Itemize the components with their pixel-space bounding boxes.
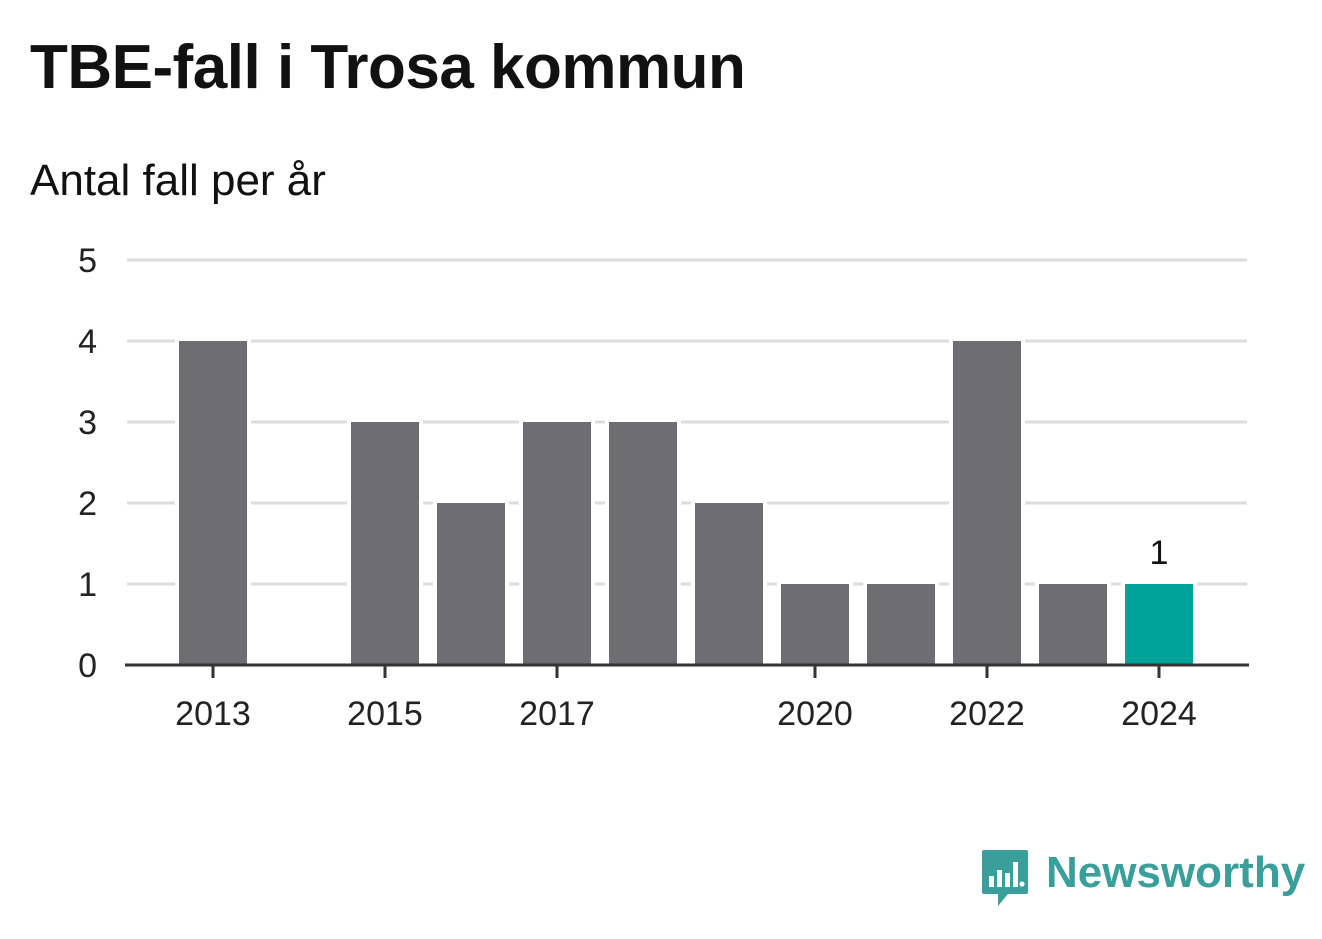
x-tick-label-2015: 2015 xyxy=(347,695,423,733)
grid-lines xyxy=(127,258,1247,586)
brand-name: Newsworthy xyxy=(1046,848,1306,897)
brand: Newsworthy xyxy=(980,846,1305,910)
y-tick-label-3: 3 xyxy=(78,404,97,442)
x-tick-label-2024: 2024 xyxy=(1121,695,1197,733)
newsworthy-logo-icon xyxy=(982,850,1028,906)
bar-2016 xyxy=(437,503,505,665)
bar-2021 xyxy=(867,584,935,665)
chart-title: TBE-fall i Trosa kommun xyxy=(30,33,746,102)
bar-2019 xyxy=(695,503,763,665)
x-tick-label-2013: 2013 xyxy=(175,695,251,733)
bar-2018 xyxy=(609,422,677,665)
y-tick-label-5: 5 xyxy=(78,242,97,280)
y-tick-label-2: 2 xyxy=(78,485,97,523)
x-axis-tick-labels: 2013 2015 2017 2020 2022 2024 xyxy=(175,695,1197,733)
y-tick-label-1: 1 xyxy=(78,566,97,604)
x-tick-label-2017: 2017 xyxy=(519,695,595,733)
y-tick-label-0: 0 xyxy=(78,647,97,685)
data-label-2024: 1 xyxy=(1150,534,1169,572)
x-tick-label-2022: 2022 xyxy=(949,695,1025,733)
x-axis xyxy=(125,663,1249,678)
bar-2023 xyxy=(1039,584,1107,665)
bar-highlight-2024 xyxy=(1125,584,1193,665)
x-tick-label-2020: 2020 xyxy=(777,695,853,733)
data-labels: 1 xyxy=(1150,534,1169,572)
chart-subtitle: Antal fall per år xyxy=(30,156,326,205)
bar-2022 xyxy=(953,341,1021,665)
bar-2020 xyxy=(781,584,849,665)
bar-2013 xyxy=(179,341,247,665)
y-tick-label-4: 4 xyxy=(78,323,97,361)
y-axis-tick-labels: 0 1 2 3 4 5 xyxy=(78,242,97,685)
bar-2015 xyxy=(351,422,419,665)
bar-2017 xyxy=(523,422,591,665)
bars xyxy=(175,339,1197,665)
